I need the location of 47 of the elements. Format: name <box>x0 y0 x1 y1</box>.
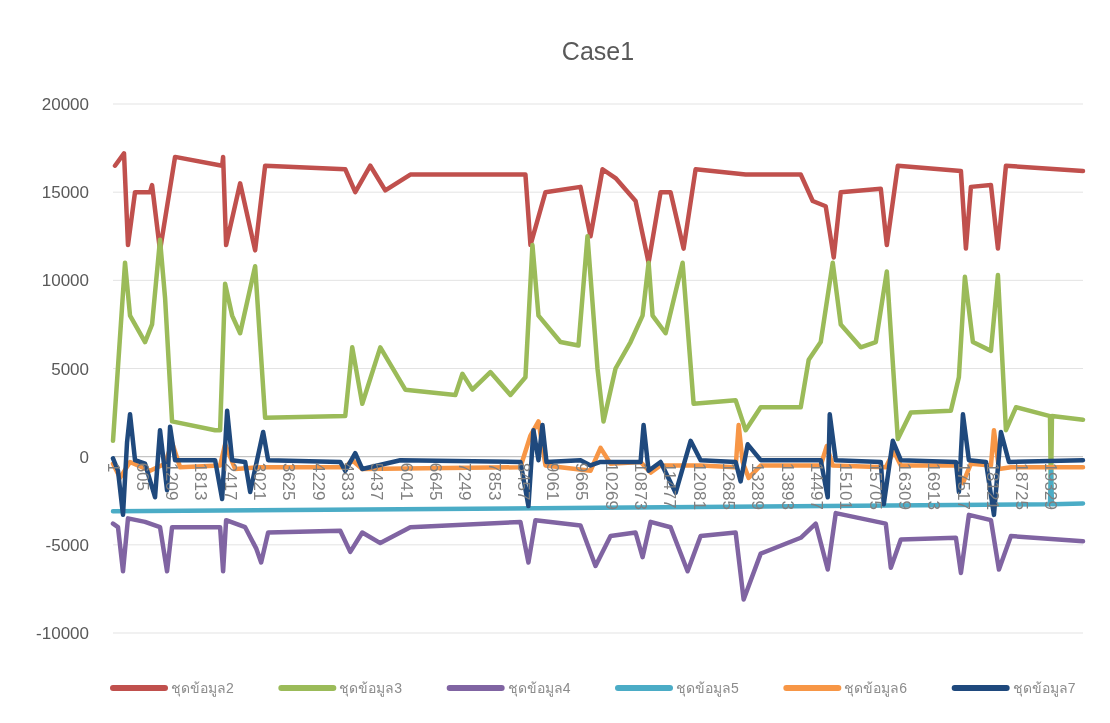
y-tick-label: -5000 <box>45 535 89 555</box>
legend-label: ชุดข้อมูล5 <box>676 680 739 697</box>
x-tick-label: 12685 <box>719 462 739 510</box>
x-tick-label: 18725 <box>1012 462 1032 510</box>
x-tick-label: 13289 <box>748 462 768 510</box>
x-tick-label: 8457 <box>513 462 533 501</box>
y-tick-label: 10000 <box>41 271 89 291</box>
legend-label: ชุดข้อมูล7 <box>1012 680 1076 697</box>
y-tick-label: 0 <box>79 447 89 467</box>
x-tick-label: 1209 <box>162 462 182 501</box>
x-tick-label: 10269 <box>601 462 621 510</box>
x-tick-label: 2417 <box>220 462 240 501</box>
x-tick-label: 16913 <box>924 462 944 510</box>
x-tick-label: 4229 <box>308 462 328 501</box>
x-tick-label: 605 <box>132 462 152 492</box>
x-tick-label: 1813 <box>191 462 211 501</box>
x-tick-label: 3021 <box>250 462 270 501</box>
x-tick-label: 9665 <box>572 462 592 501</box>
x-tick-label: 4833 <box>337 462 357 501</box>
x-tick-label: 9061 <box>543 462 563 501</box>
x-tick-label: 3625 <box>279 462 299 501</box>
x-tick-label: 10873 <box>631 462 651 510</box>
y-tick-label: 15000 <box>41 183 89 203</box>
x-tick-label: 6041 <box>396 462 416 501</box>
x-tick-label: 14497 <box>806 462 826 510</box>
x-tick-label: 15101 <box>836 462 856 510</box>
x-tick-label: 15705 <box>865 462 885 510</box>
x-tick-label: 13893 <box>777 462 797 510</box>
x-tick-label: 18121 <box>982 462 1002 510</box>
x-tick-label: 12081 <box>689 462 709 510</box>
x-tick-label: 11477 <box>660 462 680 509</box>
x-tick-label: 17517 <box>953 462 973 510</box>
y-tick-label: 5000 <box>51 359 89 379</box>
x-tick-label: 16309 <box>894 462 914 510</box>
x-tick-label: 1 <box>103 462 123 473</box>
legend-label: ชุดข้อมูล3 <box>339 680 403 697</box>
x-tick-label: 7853 <box>484 462 504 501</box>
y-tick-label: -10000 <box>36 624 89 643</box>
x-tick-label: 19329 <box>1041 462 1061 510</box>
legend-label: ชุดข้อมูล2 <box>171 680 234 697</box>
x-tick-label: 6645 <box>425 462 445 501</box>
x-tick-label: 7249 <box>455 462 475 501</box>
chart-title: Case1 <box>561 37 635 65</box>
x-tick-label: 5437 <box>367 462 387 501</box>
legend-label: ชุดข้อมูล6 <box>844 680 908 697</box>
y-tick-label: 20000 <box>41 95 89 114</box>
legend-label: ชุดข้อมูล4 <box>507 680 571 697</box>
